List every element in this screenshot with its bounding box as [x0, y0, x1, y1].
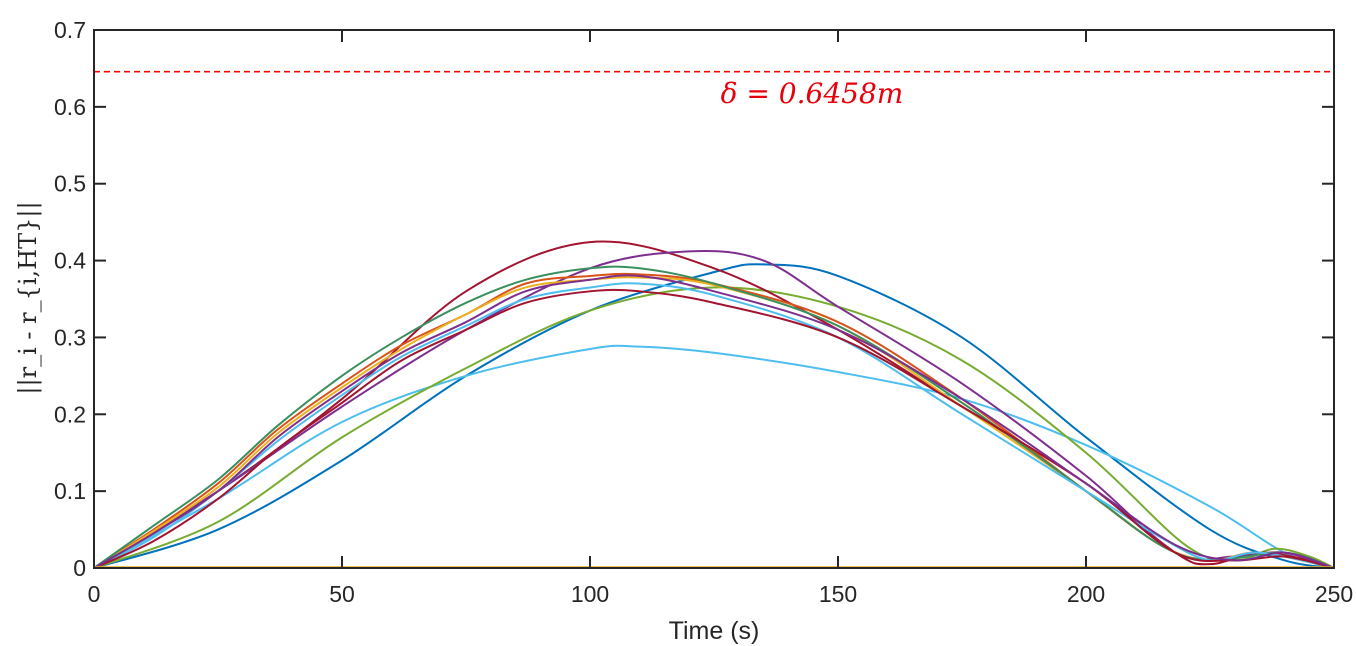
- series-line-s4: [93, 240, 1335, 569]
- series-line-s1: [93, 263, 1335, 569]
- series-layer: [93, 240, 1335, 569]
- series-line-s6: [93, 272, 1335, 569]
- series-line-s9: [93, 282, 1335, 569]
- series-line-s8: [93, 265, 1335, 569]
- y-tick-label: 0.3: [54, 324, 86, 350]
- x-tick-label: 100: [571, 581, 609, 607]
- x-tick-label: 150: [819, 581, 857, 607]
- y-tick-label: 0.6: [54, 94, 86, 120]
- plot-frame: [93, 29, 1335, 569]
- series-line-s5: [93, 249, 1335, 569]
- x-tick-label: 0: [88, 581, 101, 607]
- x-tick-label: 200: [1067, 581, 1105, 607]
- y-tick-label: 0.5: [54, 171, 86, 197]
- ticks-layer: 0 50 100 150 200 250 0 0.1 0.2 0.3 0.4 0.5 0.6 0.7: [54, 17, 1353, 607]
- threshold-annotation: δ = 0.6458m: [721, 77, 904, 110]
- x-tick-label: 250: [1315, 581, 1353, 607]
- series-line-s2: [93, 344, 1335, 569]
- x-tick-label: 50: [329, 581, 355, 607]
- y-axis-label: ||r_i - r_{i,HT}||: [14, 201, 43, 394]
- x-axis-label: Time (s): [669, 617, 760, 645]
- y-tick-label: 0.4: [54, 248, 86, 274]
- y-tick-label: 0.2: [54, 401, 86, 427]
- y-tick-label: 0.7: [54, 17, 86, 43]
- series-line-s10: [93, 288, 1335, 569]
- series-line-s11: [93, 274, 1335, 569]
- y-tick-label: 0: [73, 555, 86, 581]
- y-tick-label: 0.1: [54, 478, 86, 504]
